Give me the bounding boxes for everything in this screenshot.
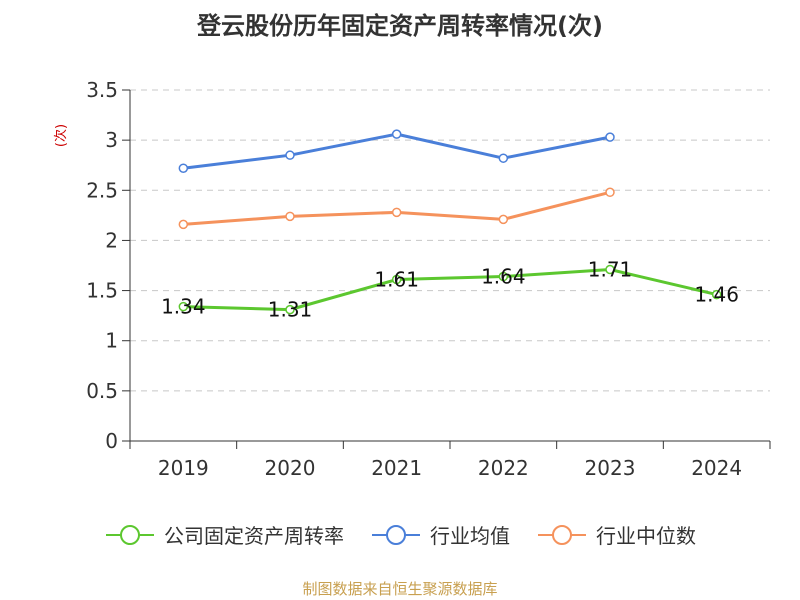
legend-swatch	[106, 524, 154, 545]
series-lines	[178, 129, 722, 315]
data-point	[178, 163, 189, 173]
source-note: 制图数据来自恒生聚源数据库	[302, 580, 498, 598]
legend-label: 行业均值	[430, 524, 510, 548]
data-point	[711, 289, 722, 300]
data-label: 1.46	[694, 283, 739, 307]
legend-item[interactable]: 行业中位数	[536, 520, 696, 549]
data-label: 1.61	[374, 268, 419, 292]
y-tick-label: 0.5	[86, 379, 118, 403]
y-tick-label: 0	[105, 429, 118, 453]
data-point	[391, 207, 402, 218]
x-tick-label: 2020	[265, 456, 316, 480]
y-tick-label: 1.5	[86, 279, 118, 303]
series-line	[183, 268, 718, 312]
legend-label: 行业中位数	[596, 524, 696, 548]
y-tick-label: 3	[105, 128, 118, 152]
data-point	[605, 264, 615, 275]
data-labels: 1.34 1.31 1.61 1.64 1.71 1.46	[161, 258, 739, 322]
data-point	[178, 219, 189, 230]
y-tick-label: 2.5	[86, 178, 118, 202]
data-point	[605, 132, 615, 142]
x-tick-label: 2019	[158, 456, 209, 480]
y-tick-label: 3.5	[86, 78, 118, 102]
data-point	[285, 211, 295, 222]
legend-swatch	[538, 524, 586, 545]
data-point	[285, 304, 295, 315]
legend-item[interactable]: 行业均值	[370, 520, 510, 549]
x-tick-label: 2024	[691, 456, 742, 480]
x-tick-label: 2021	[371, 456, 422, 480]
data-point	[285, 150, 295, 160]
legend-item[interactable]: 公司固定资产周转率	[104, 520, 344, 549]
data-point	[178, 301, 189, 312]
y-tick-label: 2	[105, 228, 118, 252]
legend-label: 公司固定资产周转率	[164, 524, 344, 548]
data-point	[498, 153, 509, 163]
data-label: 1.71	[588, 258, 633, 282]
data-point	[605, 187, 615, 198]
data-label: 1.64	[481, 265, 526, 289]
series-line	[183, 132, 611, 170]
grid-lines	[130, 89, 770, 392]
legend: 公司固定资产周转率 行业均值 行业中位数	[0, 520, 800, 549]
data-point	[391, 129, 402, 139]
data-point	[498, 271, 509, 282]
legend-swatch	[372, 524, 420, 545]
y-tick-label: 1	[105, 329, 118, 353]
axes: 0 0.5 1 1.5 2 2.5 3 3.5 2019 2020 2021 2022 2023 2024	[86, 78, 771, 480]
data-point	[391, 274, 402, 285]
chart-title: 登云股份历年固定资产周转率情况(次)	[197, 12, 603, 40]
data-label: 1.31	[268, 298, 313, 322]
data-label: 1.34	[161, 295, 206, 319]
x-tick-label: 2022	[478, 456, 529, 480]
data-point	[498, 214, 509, 225]
x-tick-label: 2023	[585, 456, 636, 480]
